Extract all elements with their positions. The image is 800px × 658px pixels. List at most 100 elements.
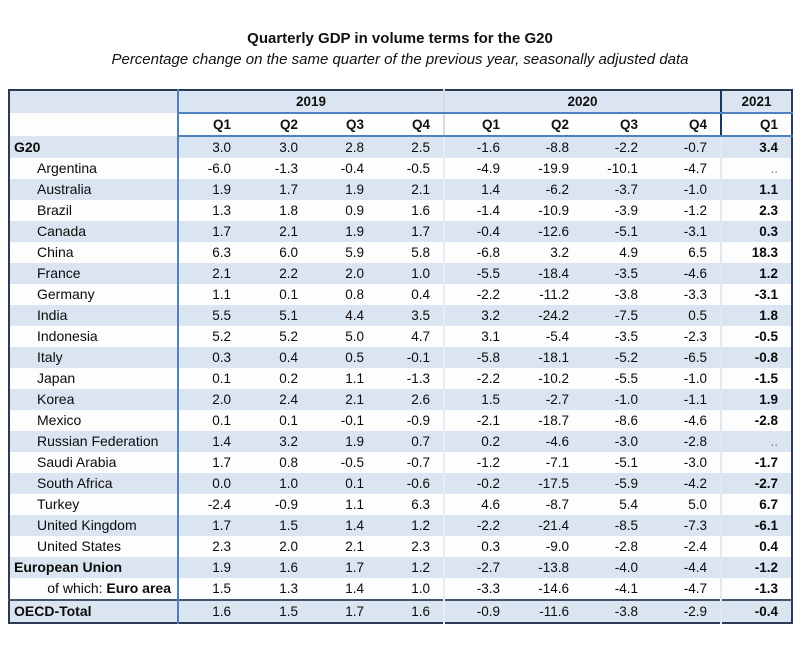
value-cell: -1.0: [683, 371, 707, 386]
value-cell: 2.1: [345, 539, 364, 554]
table-row: South Africa 0.0 1.0 0.1 -0.6 -0.2 -17.5 -5.9 -4…: [9, 473, 792, 494]
row-label-text: Italy: [37, 349, 63, 365]
value-cell: -10.9: [538, 203, 569, 218]
value-cell: -5.1: [614, 455, 638, 470]
value-cell: 1.7: [311, 599, 377, 623]
value-cell: -4.9: [443, 158, 513, 179]
row-label: United States: [9, 536, 179, 557]
value-cell: -0.2: [443, 473, 513, 494]
value-cell: -0.4: [720, 599, 792, 623]
value-cell: 0.3: [212, 350, 231, 365]
row-label-text: France: [37, 265, 81, 281]
row-label-text: Indonesia: [37, 328, 98, 344]
value-cell: -2.8: [720, 410, 792, 431]
value-cell: 1.9: [212, 182, 231, 197]
table-row: Australia 1.9 1.7 1.9 2.1 1.4 -6.2 -3.7 -1.0 1.1: [9, 179, 792, 200]
value-cell: 5.9: [345, 245, 364, 260]
value-cell: -4.7: [683, 161, 707, 176]
value-cell: -0.5: [340, 455, 364, 470]
value-cell: -4.4: [683, 560, 707, 575]
value-cell: 3.0: [279, 140, 298, 155]
row-label-text: OECD-Total: [14, 603, 92, 619]
year-header-2021: 2021: [720, 90, 792, 114]
value-cell: -18.4: [538, 266, 569, 281]
value-cell: -1.1: [683, 392, 707, 407]
value-cell: 2.3: [720, 200, 792, 221]
value-cell: 0.7: [411, 434, 430, 449]
row-label: G20: [9, 136, 179, 158]
value-cell: 1.6: [279, 560, 298, 575]
value-cell: -10.1: [607, 161, 638, 176]
value-cell: -4.0: [614, 560, 638, 575]
table-row: China 6.3 6.0 5.9 5.8 -6.8 3.2 4.9 6.5 18.3: [9, 242, 792, 263]
table-row: Japan 0.1 0.2 1.1 -1.3 -2.2 -10.2 -5.5 -1.0 -1.5: [9, 368, 792, 389]
value-cell: 4.6: [443, 494, 513, 515]
value-cell: -0.4: [443, 221, 513, 242]
row-label: Turkey: [9, 494, 179, 515]
row-label-text: Australia: [37, 181, 92, 197]
value-cell: -11.2: [539, 287, 569, 302]
value-cell: -18.1: [538, 350, 569, 365]
value-cell: -4.6: [683, 413, 707, 428]
value-cell: 2.0: [279, 539, 298, 554]
corner-cell-top: [9, 90, 179, 113]
value-cell: 1.6: [377, 599, 444, 623]
value-cell: 1.4: [212, 434, 231, 449]
value-cell: 0.1: [279, 287, 298, 302]
row-label-text: India: [37, 307, 68, 323]
row-label-text: G20: [14, 138, 41, 155]
row-label: Saudi Arabia: [9, 452, 179, 473]
value-cell: -1.7: [720, 452, 792, 473]
value-cell: -7.1: [545, 455, 569, 470]
value-cell: 0.4: [720, 536, 792, 557]
quarter-header-2020-Q2: Q2: [513, 113, 582, 137]
table-row: Germany 1.1 0.1 0.8 0.4 -2.2 -11.2 -3.8 -3.3 -3.1: [9, 284, 792, 305]
row-label: Mexico: [9, 410, 179, 431]
value-cell: 2.1: [212, 266, 231, 281]
value-cell: -19.9: [538, 161, 569, 176]
table-row: Korea 2.0 2.4 2.1 2.6 1.5 -2.7 -1.0 -1.1 1.9: [9, 389, 792, 410]
value-cell: 6.5: [688, 245, 707, 260]
value-cell: 1.8: [279, 203, 298, 218]
quarter-header-2019-Q1: Q1: [178, 113, 244, 137]
value-cell: 2.1: [411, 182, 430, 197]
value-cell: 1.6: [411, 203, 430, 218]
value-cell: 1.3: [279, 581, 298, 596]
value-cell: 0.1: [345, 476, 364, 491]
value-cell: 1.9: [212, 560, 231, 575]
value-cell: -1.3: [720, 578, 792, 600]
value-cell: 6.3: [411, 497, 430, 512]
value-cell: -24.2: [538, 308, 569, 323]
value-cell: 1.5: [279, 518, 298, 533]
value-cell: -7.3: [683, 518, 707, 533]
value-cell: -21.4: [538, 518, 569, 533]
value-cell: -1.2: [683, 203, 707, 218]
value-cell: -0.8: [720, 347, 792, 368]
value-cell: -9.0: [545, 539, 569, 554]
value-cell: 1.7: [212, 518, 231, 533]
value-cell: 1.9: [345, 224, 364, 239]
value-cell: 1.0: [279, 476, 298, 491]
value-cell: -1.5: [720, 368, 792, 389]
value-cell: 3.5: [411, 308, 430, 323]
value-cell: 1.7: [212, 224, 231, 239]
value-cell: 1.2: [720, 263, 792, 284]
table-row: United Kingdom 1.7 1.5 1.4 1.2 -2.2 -21.4 -8.5 -…: [9, 515, 792, 536]
value-cell: -2.4: [683, 539, 707, 554]
value-cell: 3.2: [550, 245, 569, 260]
value-cell: 1.6: [178, 599, 244, 623]
page-subtitle: Percentage change on the same quarter of…: [111, 51, 689, 68]
row-label-text: Japan: [37, 370, 76, 386]
value-cell: -0.4: [340, 161, 364, 176]
table-row: Brazil 1.3 1.8 0.9 1.6 -1.4 -10.9 -3.9 -1.2 2.3: [9, 200, 792, 221]
quarter-header-2019-Q3: Q3: [311, 113, 377, 137]
quarter-header-2020-Q4: Q4: [651, 113, 721, 137]
value-cell: 4.7: [411, 329, 430, 344]
value-cell: 5.0: [345, 329, 364, 344]
value-cell: -0.7: [683, 140, 707, 155]
value-cell: -17.5: [538, 476, 569, 491]
value-cell: 5.5: [212, 308, 231, 323]
value-cell: 1.3: [212, 203, 231, 218]
row-label: Italy: [9, 347, 179, 368]
value-cell: 1.9: [345, 182, 364, 197]
